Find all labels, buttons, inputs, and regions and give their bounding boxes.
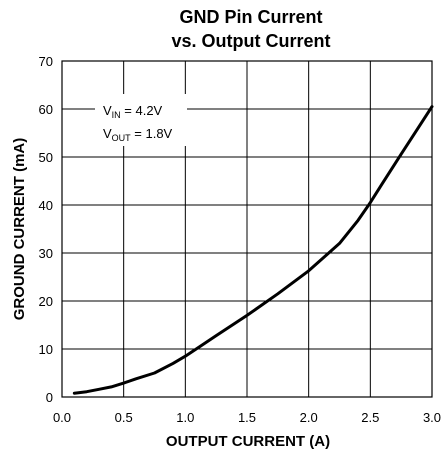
y-tick-label: 60: [39, 102, 53, 117]
series-line: [72, 105, 434, 395]
y-tick-label: 0: [46, 390, 53, 405]
x-tick-label: 3.0: [423, 410, 441, 425]
x-tick-label: 2.5: [361, 410, 379, 425]
x-tick-label: 1.5: [238, 410, 256, 425]
x-tick-label: 2.0: [300, 410, 318, 425]
y-tick-label: 40: [39, 198, 53, 213]
x-tick-label: 0.0: [53, 410, 71, 425]
x-tick-label: 1.0: [176, 410, 194, 425]
y-tick-label: 30: [39, 246, 53, 261]
plot-frame: [61, 60, 433, 398]
y-axis-label: GROUND CURRENT (mA): [11, 138, 28, 321]
x-tick-labels: 0.0 0.5 1.0 1.5 2.0 2.5 3.0: [53, 410, 441, 425]
annotation-vout: VOUT = 1.8V: [103, 126, 173, 143]
y-tick-label: 20: [39, 294, 53, 309]
chart-title-line-2: vs. Output Current: [171, 31, 330, 51]
y-tick-labels: 0 10 20 30 40 50 60 70: [39, 54, 53, 405]
y-tick-label: 10: [39, 342, 53, 357]
x-axis-label: OUTPUT CURRENT (A): [166, 433, 330, 450]
annotation-box: VIN = 4.2V VOUT = 1.8V: [95, 94, 187, 146]
chart-title-line-1: GND Pin Current: [179, 7, 322, 27]
y-tick-label: 50: [39, 150, 53, 165]
annotation-vin: VIN = 4.2V: [103, 103, 163, 120]
y-tick-label: 70: [39, 54, 53, 69]
x-tick-label: 0.5: [115, 410, 133, 425]
grid: [61, 60, 433, 398]
